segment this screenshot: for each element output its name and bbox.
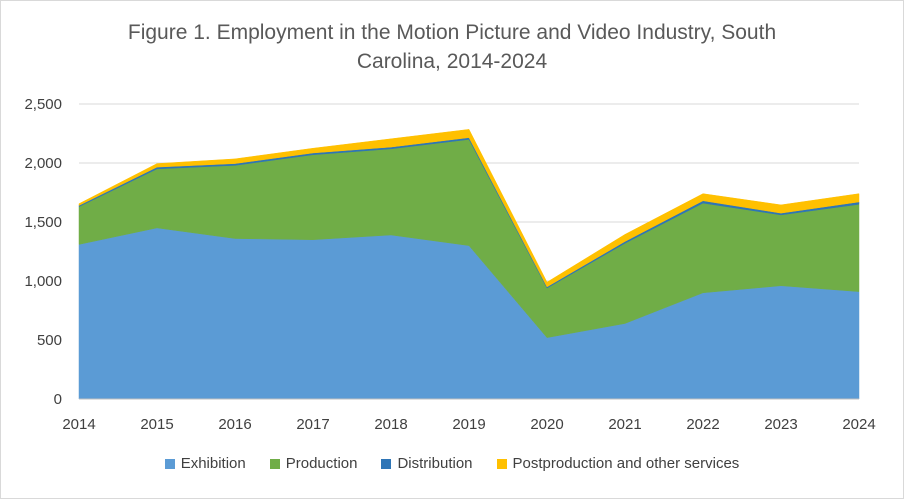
y-tick-label-4: 2,000 xyxy=(24,155,62,172)
chart-legend: Exhibition Production Distribution Postprod… xyxy=(0,455,904,472)
x-tick-label-2017: 2017 xyxy=(296,416,329,433)
chart-title-line-1: Figure 1. Employment in the Motion Pictu… xyxy=(127,21,777,44)
y-tick-label-5: 2,500 xyxy=(24,96,62,113)
chart-title: Figure 1. Employment in the Motion Pictu… xyxy=(60,18,844,76)
legend-label: Distribution xyxy=(397,455,473,472)
x-tick-label-2016: 2016 xyxy=(218,416,251,433)
x-tick-label-2021: 2021 xyxy=(608,416,641,433)
y-tick-label-3: 1,500 xyxy=(24,214,62,231)
legend-swatch xyxy=(381,458,392,469)
legend-label: Production xyxy=(285,455,358,472)
legend-swatch xyxy=(164,458,175,469)
x-tick-label-2024: 2024 xyxy=(842,416,875,433)
y-tick-label-1: 500 xyxy=(37,332,62,349)
x-tick-label-2019: 2019 xyxy=(452,416,485,433)
y-tick-label-0: 0 xyxy=(54,391,62,408)
legend-item-production: Production xyxy=(269,455,358,472)
legend-label: Postproduction and other services xyxy=(512,455,740,472)
x-tick-label-2014: 2014 xyxy=(62,416,95,433)
x-tick-label-2015: 2015 xyxy=(140,416,173,433)
legend-label: Exhibition xyxy=(180,455,246,472)
legend-item-postproduction-and-other-services: Postproduction and other services xyxy=(496,455,740,472)
y-tick-label-2: 1,000 xyxy=(24,273,62,290)
chart-title-line-2: Carolina, 2014-2024 xyxy=(356,50,548,73)
legend-item-distribution: Distribution xyxy=(381,455,473,472)
x-tick-label-2022: 2022 xyxy=(686,416,719,433)
x-tick-label-2020: 2020 xyxy=(530,416,563,433)
x-tick-label-2023: 2023 xyxy=(764,416,797,433)
series-area-postproduction-and-other-services xyxy=(78,129,860,288)
legend-item-exhibition: Exhibition xyxy=(164,455,246,472)
legend-swatch xyxy=(269,458,280,469)
legend-swatch xyxy=(496,458,507,469)
x-tick-label-2018: 2018 xyxy=(374,416,407,433)
